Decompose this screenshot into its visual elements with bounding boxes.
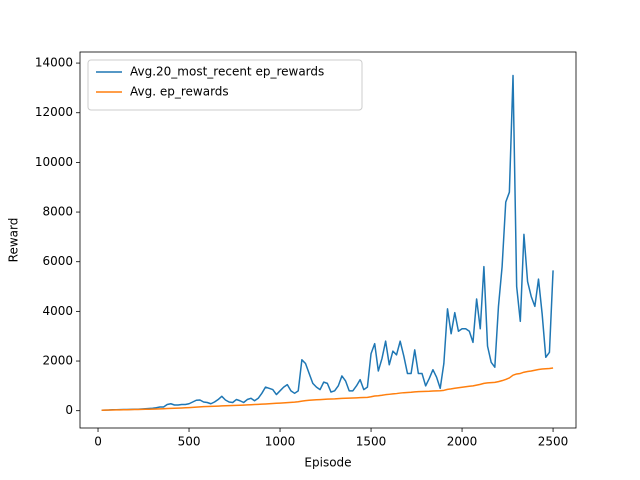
x-tick-label: 2000 — [447, 435, 478, 449]
y-axis-label: Reward — [7, 218, 21, 263]
y-tick-label: 8000 — [42, 205, 73, 219]
y-tick-label: 12000 — [35, 105, 73, 119]
legend-label: Avg.20_most_recent ep_rewards — [130, 65, 324, 79]
x-tick-label: 2500 — [538, 435, 569, 449]
series-line — [101, 367, 554, 411]
series-line — [101, 74, 554, 411]
x-tick-label: 500 — [178, 435, 201, 449]
y-tick-label: 4000 — [42, 304, 73, 318]
plot-frame — [79, 51, 577, 429]
x-tick-label: 0 — [94, 435, 102, 449]
y-tick-label: 0 — [65, 403, 73, 417]
y-tick-label: 6000 — [42, 254, 73, 268]
x-tick-label: 1000 — [265, 435, 296, 449]
x-axis-label: Episode — [304, 456, 351, 470]
y-tick-label: 2000 — [42, 354, 73, 368]
x-tick-label: 1500 — [356, 435, 387, 449]
legend-box — [87, 59, 363, 111]
y-tick-label: 10000 — [35, 155, 73, 169]
legend: Avg.20_most_recent ep_rewards Avg. ep_rew… — [87, 59, 363, 111]
y-tick-label: 14000 — [35, 56, 73, 70]
legend-label: Avg. ep_rewards — [130, 85, 229, 99]
